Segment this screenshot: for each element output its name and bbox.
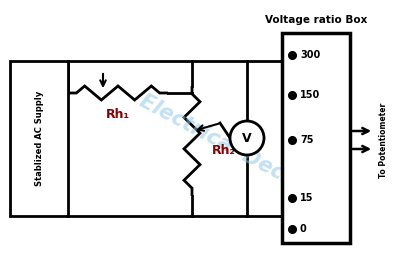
Text: Rh₂: Rh₂ <box>212 144 236 157</box>
Bar <box>282 33 350 243</box>
Text: Electrical Deck: Electrical Deck <box>137 91 299 191</box>
Text: V: V <box>242 131 252 144</box>
Text: 15: 15 <box>300 193 314 203</box>
Circle shape <box>230 121 264 155</box>
Text: Rh₁: Rh₁ <box>106 108 130 121</box>
Text: To Potentiometer: To Potentiometer <box>379 102 388 178</box>
Text: Stablized AC Supply: Stablized AC Supply <box>34 91 44 186</box>
Text: 150: 150 <box>300 90 320 100</box>
Text: 300: 300 <box>300 50 320 60</box>
Bar <box>10 61 68 216</box>
Text: 75: 75 <box>300 135 314 145</box>
Text: 0: 0 <box>300 224 307 234</box>
Text: Voltage ratio Box: Voltage ratio Box <box>265 15 367 25</box>
